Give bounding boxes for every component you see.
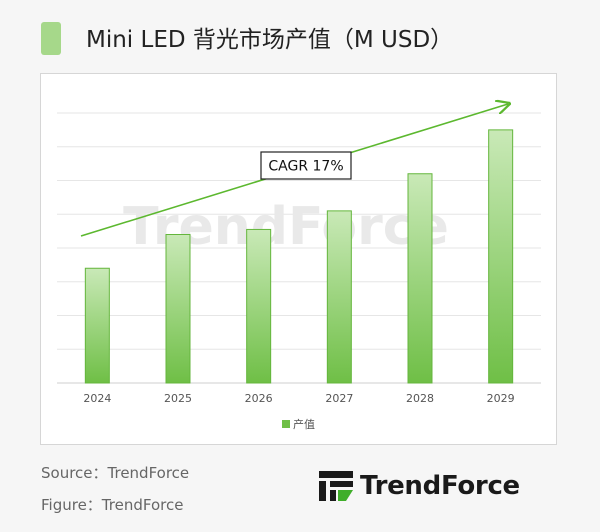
trendforce-logo: TrendForce <box>318 466 520 506</box>
title-marker <box>41 22 61 55</box>
trendforce-logo-text: TrendForce <box>360 471 520 501</box>
source-text: Source：TrendForce <box>41 464 190 482</box>
x-tick-label-2029: 2029 <box>487 392 515 405</box>
bar-chart: TrendForce 2024 2025 2026 2027 2028 2029 CAGR… <box>57 74 541 431</box>
bar-2028 <box>407 173 433 384</box>
gridlines <box>57 112 541 384</box>
x-tick-label-2026: 2026 <box>245 392 273 405</box>
chart-title: Mini LED 背光市场产值（M USD） <box>86 27 454 53</box>
trendforce-logo-icon <box>319 471 353 501</box>
bar-2029 <box>488 129 514 384</box>
legend-label: 产值 <box>293 417 315 431</box>
cagr-label: CAGR 17% <box>268 159 343 175</box>
chart-panel: TrendForce 2024 2025 2026 2027 2028 2029 CAGR… <box>40 73 557 445</box>
x-tick-label-2025: 2025 <box>164 392 192 405</box>
figure-text: Figure：TrendForce <box>41 496 184 514</box>
legend-swatch <box>282 420 290 428</box>
bar-2027 <box>326 210 352 384</box>
cagr-annotation: CAGR 17% <box>260 151 352 180</box>
x-tick-label-2024: 2024 <box>83 392 111 405</box>
legend: 产值 <box>282 417 315 431</box>
x-tick-label-2028: 2028 <box>406 392 434 405</box>
bar-2024 <box>84 267 110 384</box>
bars <box>84 129 514 384</box>
x-tick-label-2027: 2027 <box>325 392 353 405</box>
bar-2026 <box>246 228 272 384</box>
x-axis-labels: 2024 2025 2026 2027 2028 2029 <box>83 392 514 405</box>
bar-2025 <box>165 234 191 384</box>
